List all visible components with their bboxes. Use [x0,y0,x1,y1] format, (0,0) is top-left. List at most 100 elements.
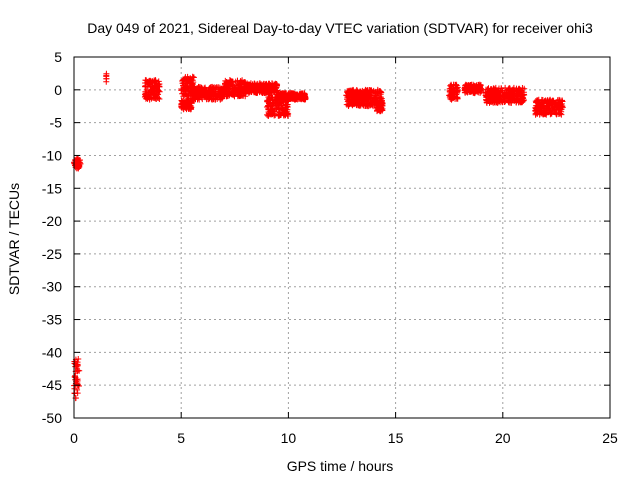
y-tick-label: -35 [42,312,62,328]
data-point [232,87,239,94]
data-point [448,91,455,98]
data-point [467,85,474,92]
x-tick-label: 10 [281,430,297,446]
data-point [225,86,232,93]
data-point [267,85,274,92]
data-point [147,77,154,84]
data-point [227,81,234,88]
y-tick-label: -20 [42,213,62,229]
data-point [142,91,149,98]
data-point [270,108,277,115]
x-axis-label: GPS time / hours [287,458,394,474]
data-point [190,87,197,94]
y-tick-label: -25 [42,246,62,262]
data-point [488,98,495,105]
data-point [489,86,496,93]
data-point [483,99,490,106]
data-point [275,111,282,118]
data-point [494,99,501,106]
data-point [532,107,539,114]
data-point [373,100,380,107]
data-point [155,81,162,88]
data-point [178,100,185,107]
data-point [103,75,110,82]
axis-ticks [73,56,611,419]
data-point [471,89,478,96]
data-point [184,83,191,90]
y-tick-label: -40 [42,344,62,360]
data-point [256,81,263,88]
data-point [361,98,368,105]
data-point [532,107,539,114]
y-tick-label: -30 [42,279,62,295]
data-point [186,77,193,84]
data-point [275,94,282,101]
data-point [552,102,559,109]
data-point [206,88,213,95]
data-point [495,98,502,105]
data-point [147,83,154,90]
data-point [369,101,376,108]
data-point [191,95,198,102]
data-point [238,80,245,87]
data-point [235,92,242,99]
data-point [537,104,544,111]
y-tick-label: -50 [42,410,62,426]
data-point [546,107,553,114]
y-tick-label: -15 [42,180,62,196]
data-point [182,87,189,94]
y-tick-label: 0 [54,82,62,98]
y-tick-labels: 5 0 -5 -10 -15 -20 -25 -30 -35 -40 -45 -50 [42,49,62,426]
data-point [472,88,479,95]
data-point [245,81,252,88]
data-point [75,367,82,374]
data-point [354,101,361,108]
data-point [544,102,551,109]
data-point [346,94,353,101]
data-point [203,96,210,103]
chart-title: Day 049 of 2021, Sidereal Day-to-day VTE… [87,20,593,36]
data-point [226,92,233,99]
data-point [447,82,454,89]
data-point [500,93,507,100]
data-point [281,90,288,97]
data-point [289,92,296,99]
data-point [279,109,286,116]
data-point [181,88,188,95]
data-point [193,89,200,96]
data-point [301,90,308,97]
data-point [279,106,286,113]
data-point [275,102,282,109]
data-point [74,386,81,393]
data-point [454,86,461,93]
data-point [345,97,352,104]
data-point [465,86,472,93]
data-point [276,93,283,100]
data-point [353,88,360,95]
data-point [506,99,513,106]
data-point [77,160,84,167]
x-tick-label: 15 [388,430,404,446]
data-point [266,110,273,117]
data-point [515,93,522,100]
data-point [534,97,541,104]
data-point [521,92,528,99]
data-point [452,90,459,97]
data-point [511,96,518,103]
data-point [222,81,229,88]
data-point [548,99,555,106]
data-point [269,94,276,101]
data-point [246,88,253,95]
data-point [210,93,217,100]
data-point [302,95,309,102]
data-point [181,76,188,83]
data-point [194,96,201,103]
data-point [266,95,273,102]
data-point [514,90,521,97]
data-point [250,87,257,94]
y-tick-label: 5 [54,49,62,65]
data-point [348,101,355,108]
data-point [367,89,374,96]
